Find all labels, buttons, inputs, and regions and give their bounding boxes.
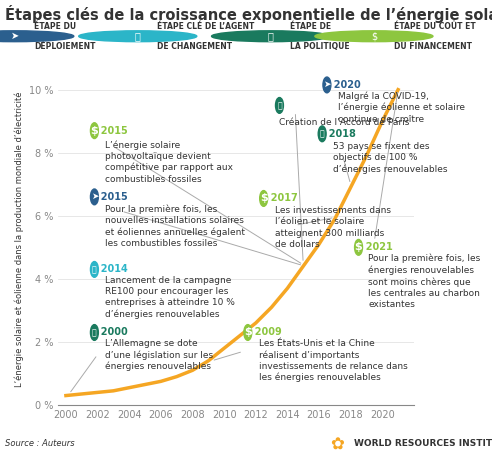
Circle shape [91,123,98,139]
Text: 🌐: 🌐 [320,129,324,138]
Circle shape [276,97,283,113]
Text: L’énergie solaire
photovoltaïque devient
compétitive par rapport aux
combustible: L’énergie solaire photovoltaïque devient… [105,140,234,183]
Circle shape [91,325,98,340]
Circle shape [91,261,98,277]
Text: 🤝: 🤝 [135,31,141,41]
Text: 2000: 2000 [94,328,128,337]
Circle shape [318,126,326,142]
Text: Source : Auteurs: Source : Auteurs [5,439,75,448]
Text: DÉPLOIEMENT: DÉPLOIEMENT [34,42,96,51]
Text: WORLD RESOURCES INSTITUTE: WORLD RESOURCES INSTITUTE [354,439,492,448]
Circle shape [260,191,268,207]
Circle shape [0,31,74,42]
Text: $: $ [260,193,268,203]
Text: ➤: ➤ [91,193,98,202]
Text: L’Allemagne se dote
d’une législation sur les
énergies renouvelables: L’Allemagne se dote d’une législation su… [105,339,214,371]
Text: Lancement de la campagne
RE100 pour encourager les
entreprises à atteindre 10 %
: Lancement de la campagne RE100 pour enco… [105,276,235,318]
Circle shape [91,189,98,205]
Text: $: $ [371,31,377,41]
Text: ✿: ✿ [330,436,343,453]
Text: 2015: 2015 [94,125,128,135]
Text: Les États-Unis et la Chine
réalisent d’importants
investissements de relance dan: Les États-Unis et la Chine réalisent d’i… [259,339,408,382]
Text: 2021: 2021 [359,242,392,252]
Text: Création de l’Accord de Paris: Création de l’Accord de Paris [279,118,410,127]
Text: Les investissements dans
l’éolien et le solaire
atteignent 300 milliards
de doll: Les investissements dans l’éolien et le … [275,207,391,249]
Text: 2018: 2018 [322,129,356,139]
Text: ÉTAPE DU COÛT ET: ÉTAPE DU COÛT ET [394,22,475,31]
Text: $: $ [355,242,363,252]
Circle shape [244,325,252,340]
Text: 2014: 2014 [94,265,128,275]
Text: DU FINANCEMENT: DU FINANCEMENT [394,42,472,51]
Text: 🌐: 🌐 [92,328,97,337]
Text: ÉTAPE DU: ÉTAPE DU [34,22,77,31]
Text: 2015: 2015 [94,192,128,202]
Y-axis label: L’énergie solaire et éolienne dans la production mondiale d’électricité: L’énergie solaire et éolienne dans la pr… [15,92,25,387]
Text: Malgré la COVID-19,
l’énergie éolienne et solaire
continue de croître: Malgré la COVID-19, l’énergie éolienne e… [338,91,465,124]
Text: ➤: ➤ [323,81,331,89]
Text: 2009: 2009 [248,328,281,337]
Text: $: $ [91,125,98,135]
Text: $: $ [244,328,252,337]
Text: 🌐: 🌐 [268,31,274,41]
Text: DE CHANGEMENT: DE CHANGEMENT [157,42,233,51]
Text: 🌐: 🌐 [277,101,282,110]
Text: 2020: 2020 [327,80,361,90]
Text: ÉTAPE CLÉ DE L’AGENT: ÉTAPE CLÉ DE L’AGENT [157,22,255,31]
Text: LA POLITIQUE: LA POLITIQUE [290,42,350,51]
Text: 🤝: 🤝 [92,265,97,274]
Circle shape [79,31,197,42]
Text: 2017: 2017 [264,193,297,203]
Text: Étapes clés de la croissance exponentielle de l’énergie solaire et éolienne: Étapes clés de la croissance exponentiel… [5,5,492,23]
Circle shape [315,31,433,42]
Text: Pour la première fois, les
énergies renouvelables
sont moins chères que
les cent: Pour la première fois, les énergies reno… [368,254,480,309]
Circle shape [355,240,363,255]
Text: ➤: ➤ [11,31,19,41]
Text: ÉTAPE DE: ÉTAPE DE [290,22,332,31]
Text: 53 pays se fixent des
objectifs de 100 %
d’énergies renouvelables: 53 pays se fixent des objectifs de 100 %… [333,142,448,173]
Circle shape [212,31,330,42]
Text: Pour la première fois, les
nouvelles installations solaires
et éoliennes annuell: Pour la première fois, les nouvelles ins… [105,205,246,248]
Circle shape [323,77,331,93]
